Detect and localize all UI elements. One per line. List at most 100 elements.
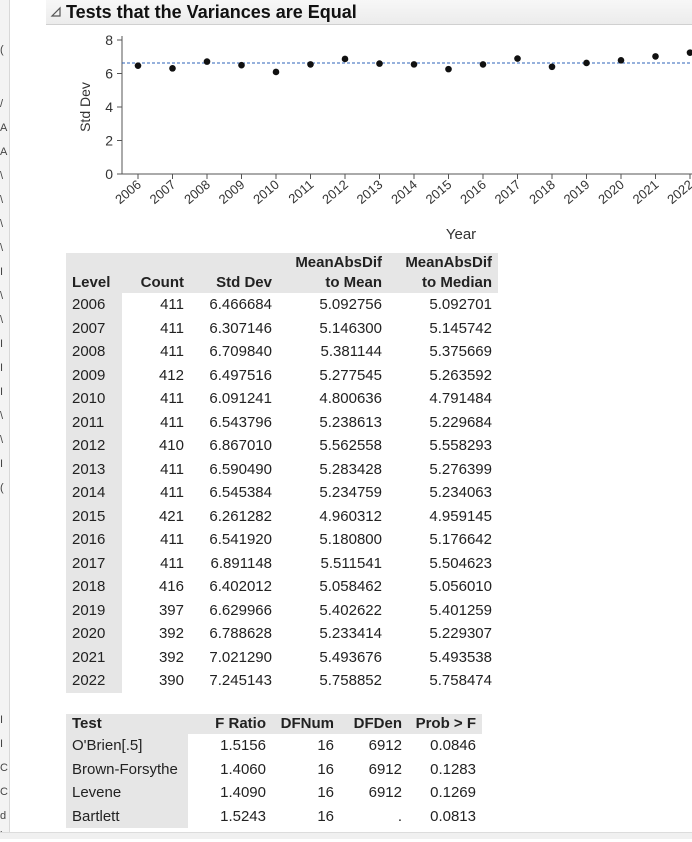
column-header-top bbox=[122, 253, 190, 273]
x-tick-label: 2022 bbox=[664, 177, 692, 207]
x-tick-label: 2008 bbox=[181, 177, 213, 207]
table-cell: 0.0846 bbox=[430, 737, 476, 754]
table-cell: 6.402012 bbox=[209, 578, 272, 595]
table-cell: 6912 bbox=[368, 760, 402, 778]
table-cell: 410 bbox=[158, 437, 184, 454]
std-dev-point bbox=[134, 62, 142, 69]
column-header: DFNum bbox=[272, 714, 340, 734]
x-tick-label: 2012 bbox=[319, 177, 351, 207]
left-panel-glyph: I bbox=[0, 266, 4, 278]
y-tick-label: 0 bbox=[105, 166, 113, 182]
table-cell: 5.493676 bbox=[319, 648, 382, 666]
left-panel-glyph: \ bbox=[0, 290, 4, 302]
table-cell: 6912 bbox=[368, 737, 402, 754]
table-cell: 5.375669 bbox=[429, 343, 492, 360]
table-cell: 392 bbox=[158, 625, 184, 642]
table-cell: 5.511541 bbox=[320, 554, 382, 572]
column-header-top bbox=[190, 253, 278, 273]
table-cell: 5.092756 bbox=[319, 296, 382, 313]
std-dev-chart-svg: 0 2 4 6 8 Std Dev 2006 2007 2008 2009 2010 2011 2012… bbox=[77, 32, 692, 243]
left-panel-glyph: \ bbox=[0, 434, 4, 446]
table-cell: 5.229684 bbox=[429, 413, 492, 431]
table-cell: 5.558293 bbox=[429, 437, 492, 454]
row-label: 2016 bbox=[66, 528, 122, 552]
horizontal-scrollbar[interactable] bbox=[0, 832, 692, 839]
std-dev-point bbox=[203, 58, 211, 65]
row-label: 2006 bbox=[66, 293, 122, 317]
table-cell: 16 bbox=[317, 737, 334, 754]
column-header: Std Dev bbox=[190, 273, 278, 293]
x-tick-label: 2018 bbox=[526, 177, 558, 207]
y-tick-label: 4 bbox=[105, 99, 113, 115]
table-cell: 6.709840 bbox=[209, 343, 272, 360]
table-cell: 0.1283 bbox=[430, 760, 476, 778]
row-label: O'Brien[.5] bbox=[66, 734, 188, 758]
row-label: 2022 bbox=[66, 669, 122, 693]
table-row: 2021 392 7.021290 5.493676 5.493538 bbox=[66, 645, 498, 669]
table-cell: 421 bbox=[158, 507, 184, 525]
x-tick-label: 2020 bbox=[595, 177, 627, 207]
table-cell: 4.800636 bbox=[319, 390, 382, 407]
row-label: Brown-Forsythe bbox=[66, 757, 188, 781]
x-axis-label: Year bbox=[446, 226, 476, 243]
table-cell: 6.091241 bbox=[209, 390, 272, 407]
table-cell: 411 bbox=[160, 343, 184, 360]
x-tick-label: 2007 bbox=[147, 177, 179, 207]
std-dev-point bbox=[341, 55, 349, 63]
table-cell: 7.021290 bbox=[209, 648, 272, 666]
left-panel-glyph: ( bbox=[0, 482, 4, 494]
x-tick-label: 2021 bbox=[630, 177, 662, 207]
left-panel-glyph: \ bbox=[0, 242, 4, 254]
row-label: Levene bbox=[66, 781, 188, 805]
table-cell: 411 bbox=[160, 390, 184, 407]
table-row: 2018 416 6.402012 5.058462 5.056010 bbox=[66, 575, 498, 599]
x-tick-label: 2009 bbox=[216, 177, 248, 207]
table-row: 2020 392 6.788628 5.233414 5.229307 bbox=[66, 622, 498, 646]
table-cell: 5.263592 bbox=[429, 366, 492, 384]
column-header: Level bbox=[66, 273, 122, 293]
variance-level-table: MeanAbsDif MeanAbsDif Level Count Std Dev to … bbox=[66, 253, 498, 693]
table-cell: 4.959145 bbox=[429, 507, 492, 525]
table-header-row: MeanAbsDif MeanAbsDif bbox=[66, 253, 498, 273]
table-row: 2013 411 6.590490 5.283428 5.276399 bbox=[66, 457, 498, 481]
left-panel-glyph: I bbox=[0, 338, 4, 350]
table-row: 2011 411 6.543796 5.238613 5.229684 bbox=[66, 410, 498, 434]
table-cell: 5.758852 bbox=[319, 672, 382, 689]
row-label: 2019 bbox=[66, 598, 122, 622]
column-header: F Ratio bbox=[188, 714, 272, 734]
table-cell: . bbox=[397, 807, 402, 825]
table-header-row: Level Count Std Dev to Mean to Median bbox=[66, 273, 498, 293]
left-panel-glyph: ( bbox=[0, 44, 4, 56]
table-header-row: Test F Ratio DFNum DFDen Prob > F bbox=[66, 714, 482, 734]
x-tick-label: 2014 bbox=[388, 177, 420, 207]
outline-header[interactable]: Tests that the Variances are Equal bbox=[46, 0, 692, 25]
table-row: O'Brien[.5] 1.5156 16 6912 0.0846 bbox=[66, 734, 482, 758]
table-cell: 397 bbox=[158, 601, 184, 619]
table-cell: 5.238613 bbox=[319, 413, 382, 431]
std-dev-point bbox=[479, 61, 487, 68]
table-cell: 411 bbox=[160, 484, 184, 501]
std-dev-point bbox=[617, 56, 625, 64]
std-dev-point bbox=[272, 68, 280, 76]
left-panel-glyph: \ bbox=[0, 314, 4, 326]
variance-test-table: Test F Ratio DFNum DFDen Prob > F O'Brien[.5… bbox=[66, 714, 482, 828]
row-label: 2010 bbox=[66, 387, 122, 411]
table-row: 2012 410 6.867010 5.562558 5.558293 bbox=[66, 434, 498, 458]
std-dev-point bbox=[652, 53, 659, 60]
row-label: Bartlett bbox=[66, 804, 188, 828]
table-cell: 5.493538 bbox=[429, 648, 492, 666]
table-row: 2010 411 6.091241 4.800636 4.791484 bbox=[66, 387, 498, 411]
table-row: 2016 411 6.541920 5.180800 5.176642 bbox=[66, 528, 498, 552]
table-cell: 0.1269 bbox=[430, 784, 476, 801]
table-row: 2022 390 7.245143 5.758852 5.758474 bbox=[66, 669, 498, 693]
table-cell: 5.229307 bbox=[429, 625, 492, 642]
table-cell: 5.234063 bbox=[429, 484, 492, 501]
left-panel-glyph: I bbox=[0, 714, 4, 726]
left-panel-glyph: I bbox=[0, 458, 4, 470]
row-label: 2017 bbox=[66, 551, 122, 575]
left-panel-glyph: A bbox=[0, 146, 8, 158]
column-header-top bbox=[66, 253, 122, 273]
table-cell: 5.562558 bbox=[319, 437, 382, 454]
y-tick-label: 2 bbox=[105, 133, 113, 149]
disclosure-triangle-icon[interactable] bbox=[50, 6, 62, 18]
